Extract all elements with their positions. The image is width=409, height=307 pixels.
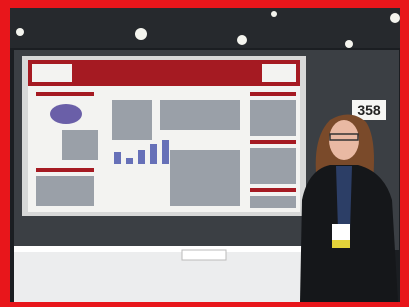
bar-shape	[126, 158, 133, 164]
paper-on-table	[182, 250, 226, 260]
light	[16, 28, 24, 36]
bar-shape	[114, 152, 121, 164]
bar-shape	[162, 140, 169, 164]
booth-number: 358	[357, 102, 381, 118]
section-bar	[250, 140, 296, 144]
poster-logo-right	[262, 64, 296, 82]
text-block	[250, 100, 296, 136]
pie-graphic	[50, 104, 82, 124]
legend-block	[62, 130, 98, 160]
blouse	[336, 166, 352, 230]
bar-shape	[150, 144, 157, 164]
diagram-block	[160, 100, 240, 130]
light	[271, 11, 277, 17]
table-cloth	[14, 246, 304, 302]
section-bar	[36, 168, 94, 172]
ceiling	[10, 8, 400, 48]
light	[345, 40, 353, 48]
text-block	[250, 196, 296, 208]
light	[237, 35, 247, 45]
table-block	[170, 150, 240, 206]
section-bar	[250, 188, 296, 192]
page: 358 (() => { const data = JSON.parse(doc…	[0, 0, 409, 307]
poster-logo-left	[32, 64, 72, 82]
text-block	[250, 148, 296, 184]
section-bar	[36, 92, 94, 96]
table-block	[112, 100, 152, 140]
table-edge	[14, 246, 304, 252]
light	[135, 28, 147, 40]
bar-shape	[138, 150, 145, 164]
section-bar	[250, 92, 296, 96]
light	[390, 13, 400, 23]
photo: 358	[0, 0, 409, 307]
text-block	[36, 176, 94, 206]
badge-ribbon	[332, 240, 350, 248]
